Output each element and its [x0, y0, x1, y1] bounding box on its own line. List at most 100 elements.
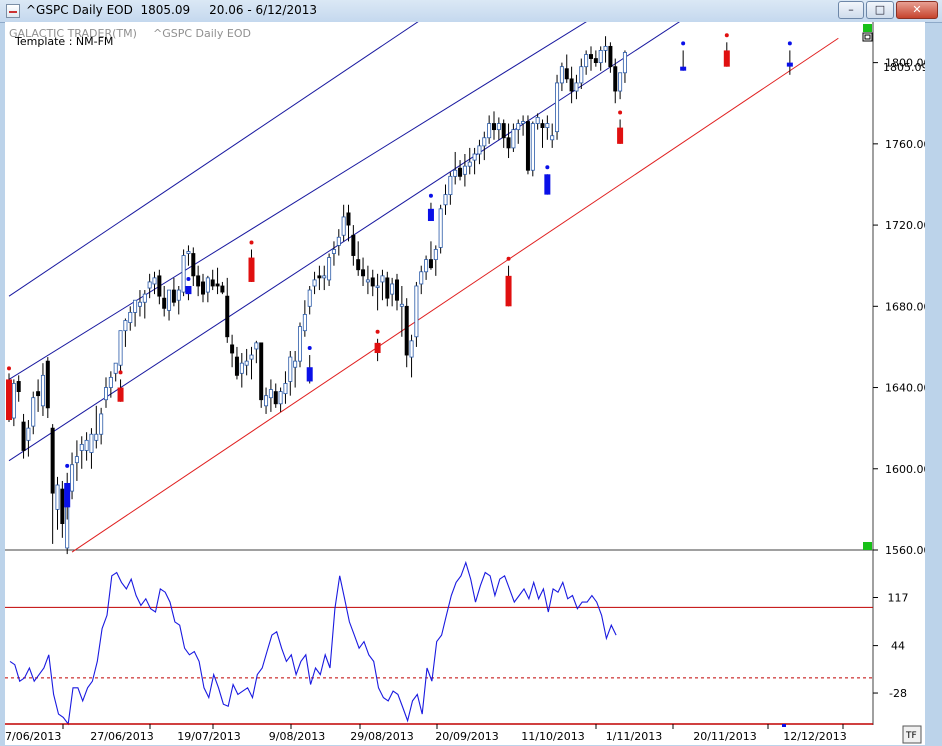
- candle: [176, 286, 181, 315]
- window-title: ^GSPC Daily EOD 1805.09 20.06 - 6/12/201…: [26, 3, 318, 17]
- candle: [564, 54, 569, 83]
- signal-dot-red: [375, 329, 380, 334]
- signal-dot-red: [618, 110, 623, 115]
- candle: [60, 480, 65, 538]
- signal-dot-red: [724, 33, 729, 38]
- candle: [467, 147, 472, 175]
- osc-tick-label: 117: [888, 592, 909, 605]
- y-tick-label: 1640.00: [885, 382, 925, 395]
- candle: [302, 300, 307, 337]
- candle: [225, 277, 230, 343]
- candle: [186, 245, 191, 266]
- candle: [79, 436, 84, 469]
- trendline-channel-3: [8, 22, 419, 297]
- x-tick-label: 9/08/2013: [269, 730, 325, 743]
- candle: [167, 289, 172, 321]
- candle: [264, 387, 269, 414]
- candle: [438, 204, 443, 254]
- candle: [501, 119, 506, 148]
- candle: [40, 363, 45, 416]
- candle: [70, 452, 75, 500]
- candle: [545, 115, 550, 140]
- signal-dot-blue: [428, 193, 433, 198]
- osc-tick-label: 44: [891, 640, 905, 653]
- candle: [297, 322, 302, 368]
- x-tick-label: 7/06/2013: [5, 730, 61, 743]
- signal-bar-blue: [64, 482, 71, 508]
- oscillator-line: [9, 560, 617, 726]
- chart-header-left: GALACTIC TRADER(TM): [9, 27, 137, 40]
- tf-button[interactable]: [902, 725, 922, 744]
- candle: [331, 241, 336, 266]
- candle: [589, 46, 594, 71]
- last-price-label: 1805.09: [883, 61, 925, 74]
- y-tick-label: 1680.00: [885, 300, 925, 313]
- candle: [11, 379, 16, 427]
- candle: [414, 281, 419, 347]
- candle: [584, 50, 589, 75]
- candle: [196, 265, 201, 297]
- candle: [137, 290, 142, 317]
- candle: [361, 257, 366, 286]
- candle: [312, 271, 317, 295]
- y-tick-label: 1760.00: [885, 138, 925, 151]
- candle: [230, 334, 235, 368]
- scale-button[interactable]: [862, 32, 873, 42]
- signal-bar-red: [617, 127, 624, 144]
- candle: [283, 371, 288, 404]
- trendline-channel-2: [8, 22, 587, 380]
- candle: [205, 275, 210, 303]
- candle: [356, 241, 361, 276]
- candle: [118, 330, 123, 372]
- close-button[interactable]: ✕: [896, 1, 938, 19]
- candle: [370, 269, 375, 297]
- candle: [31, 391, 36, 435]
- candle: [506, 123, 511, 159]
- y-tick-label: 1720.00: [885, 219, 925, 232]
- candle: [453, 151, 458, 185]
- candle: [254, 340, 259, 364]
- candle: [399, 286, 404, 337]
- candle: [622, 50, 627, 83]
- trendline-support: [71, 37, 839, 553]
- signal-bar-blue: [427, 208, 434, 222]
- candle: [273, 383, 278, 408]
- candle: [496, 117, 501, 140]
- y-tick-label: 1600.00: [885, 463, 925, 476]
- minimize-button[interactable]: –: [838, 1, 864, 19]
- signal-bar-blue: [544, 174, 551, 195]
- candle: [394, 273, 399, 311]
- signal-bar-red: [374, 342, 381, 354]
- candle: [375, 273, 380, 311]
- candle: [380, 269, 385, 301]
- signal-bar-red: [723, 50, 730, 67]
- candle: [603, 36, 608, 63]
- candle: [55, 476, 60, 530]
- maximize-button[interactable]: □: [866, 1, 894, 19]
- candle: [448, 172, 453, 205]
- candle: [16, 375, 21, 402]
- candle: [74, 440, 79, 481]
- candle: [535, 113, 540, 130]
- candle: [108, 371, 113, 398]
- price-chart[interactable]: TF GALACTIC TRADER(TM) ^GSPC Daily EOD T…: [5, 22, 925, 745]
- candle: [99, 407, 104, 445]
- signal-dot-blue: [307, 346, 312, 351]
- candle: [472, 147, 477, 175]
- candle: [593, 50, 598, 67]
- candle: [341, 204, 346, 242]
- candle: [244, 348, 249, 376]
- template-label: Template : NM-FM: [14, 35, 113, 48]
- signal-bar-blue: [680, 66, 687, 71]
- osc-tick-label: -28: [889, 687, 907, 700]
- candle: [346, 204, 351, 242]
- candle: [94, 405, 99, 449]
- candle: [45, 357, 50, 418]
- signal-dot-blue: [787, 41, 792, 46]
- signal-bar-red: [248, 257, 255, 282]
- candle: [215, 267, 220, 295]
- candle: [462, 154, 467, 187]
- candle: [113, 362, 118, 382]
- candle: [293, 350, 298, 388]
- candle: [579, 58, 584, 90]
